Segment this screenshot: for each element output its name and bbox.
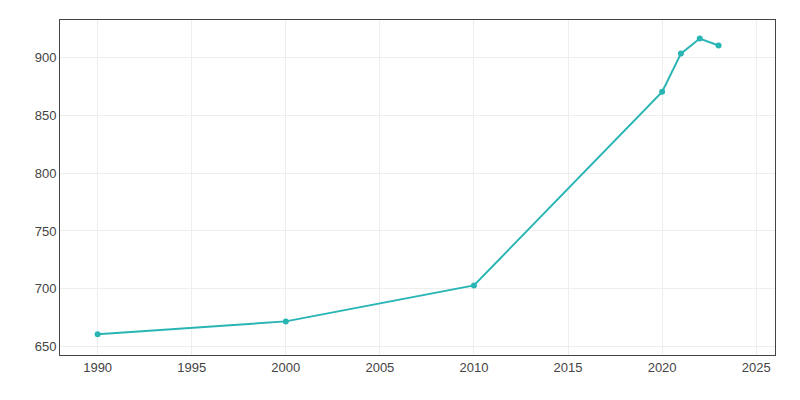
svg-text:650: 650: [35, 339, 57, 354]
svg-text:850: 850: [35, 108, 57, 123]
svg-text:750: 750: [35, 224, 57, 239]
svg-text:2020: 2020: [648, 360, 677, 375]
svg-text:1995: 1995: [177, 360, 206, 375]
svg-text:2025: 2025: [742, 360, 771, 375]
svg-text:900: 900: [35, 50, 57, 65]
svg-text:700: 700: [35, 281, 57, 296]
svg-text:1990: 1990: [83, 360, 112, 375]
svg-text:800: 800: [35, 166, 57, 181]
svg-text:2000: 2000: [271, 360, 300, 375]
svg-text:2015: 2015: [554, 360, 583, 375]
svg-text:2005: 2005: [365, 360, 394, 375]
svg-text:2010: 2010: [459, 360, 488, 375]
